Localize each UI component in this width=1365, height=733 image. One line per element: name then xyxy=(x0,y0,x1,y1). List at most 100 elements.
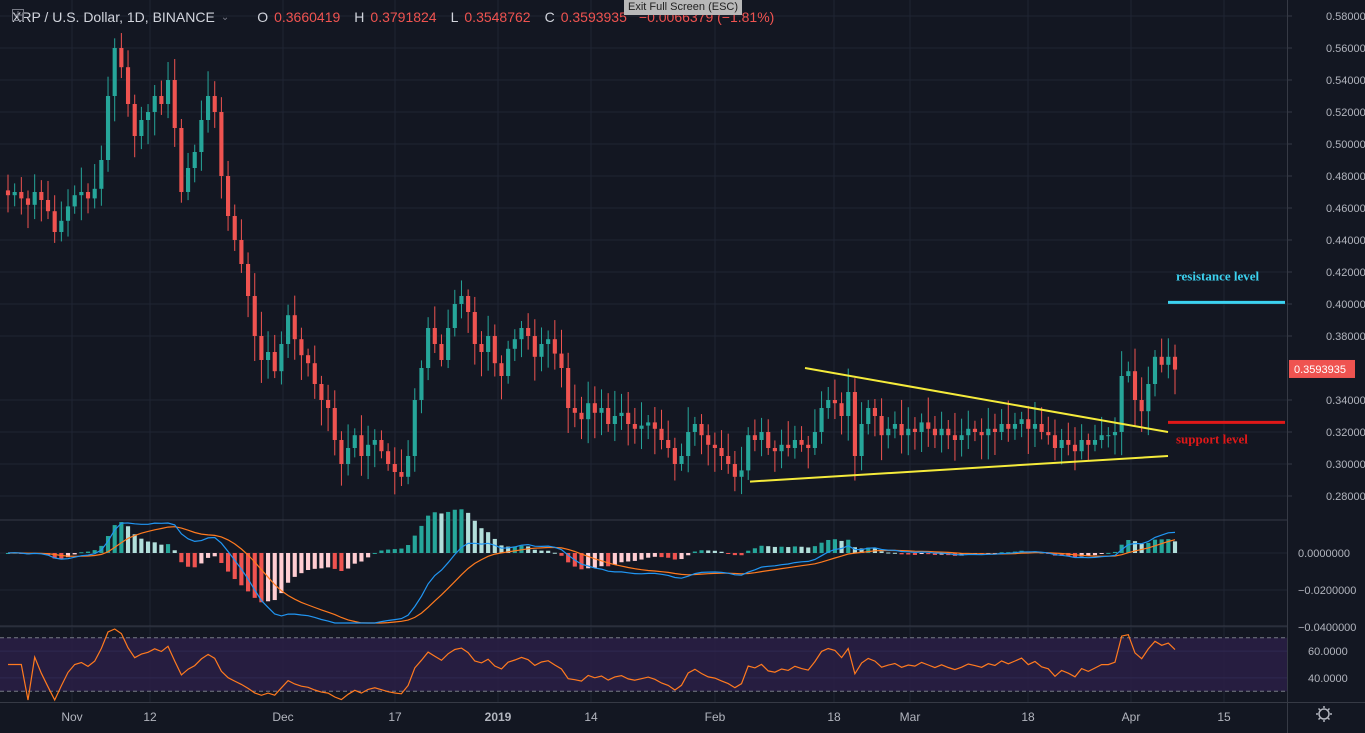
macd-hist-125 xyxy=(839,540,844,553)
macd-hist-111 xyxy=(746,550,751,553)
exit-fullscreen-tooltip: Exit Full Screen (ESC) xyxy=(624,0,742,15)
candle-body-86 xyxy=(579,412,584,420)
macd-tick-0: 0.0000000 xyxy=(1298,548,1350,560)
candle-body-100 xyxy=(672,448,677,464)
time-tick-1: 12 xyxy=(143,710,157,724)
macd-hist-89 xyxy=(599,553,604,567)
candle-body-64 xyxy=(432,328,437,344)
trendline-upper xyxy=(804,367,1169,433)
macd-hist-117 xyxy=(786,547,791,553)
candle-body-119 xyxy=(799,440,804,445)
settings-corner[interactable] xyxy=(1287,702,1365,733)
last-price-badge xyxy=(1289,359,1355,378)
price-tick-11: 0.3400000 xyxy=(1326,395,1365,407)
chart-area[interactable]: resistance level support level xyxy=(0,0,1287,732)
macd-hist-23 xyxy=(159,544,164,553)
time-axis-canvas: Nov 12 Dec 17 2019 14 Feb 18 Mar 18 Apr 15 xyxy=(61,710,1231,724)
symbol-title[interactable]: XRP / U.S. Dollar, 1D, BINANCE xyxy=(12,9,215,25)
macd-hist-96 xyxy=(646,553,651,558)
time-tick-4: 2019 xyxy=(485,710,512,724)
candle-body-151 xyxy=(1012,424,1018,429)
macd-hist-54 xyxy=(366,553,371,558)
candle-body-135 xyxy=(906,428,911,436)
candle-body-137 xyxy=(919,422,924,432)
macd-hist-167 xyxy=(1119,544,1124,553)
candle-body-71 xyxy=(479,344,484,352)
candle-body-82 xyxy=(552,339,557,354)
macd-hist-140 xyxy=(939,553,944,555)
macd-hist-61 xyxy=(412,535,417,553)
candle-body-76 xyxy=(512,339,517,349)
candle-body-167 xyxy=(1119,376,1124,432)
candle-body-145 xyxy=(972,428,978,432)
candle-body-57 xyxy=(386,451,391,464)
candle-body-160 xyxy=(1072,444,1078,452)
candle-body-109 xyxy=(732,464,737,477)
candle-body-98 xyxy=(659,428,664,440)
candle-body-133 xyxy=(892,424,897,429)
open-label: O xyxy=(257,9,269,25)
candle-body-23 xyxy=(159,96,164,104)
macd-hist-32 xyxy=(219,553,224,563)
macd-hist-173 xyxy=(1159,539,1164,553)
chevron-down-icon[interactable]: ⌄ xyxy=(220,11,230,23)
candle-body-123 xyxy=(826,400,831,408)
candle-body-60 xyxy=(406,456,411,477)
candle-body-108 xyxy=(726,456,731,464)
candle-body-157 xyxy=(1052,435,1058,448)
candle-body-138 xyxy=(926,422,931,429)
macd-hist-138 xyxy=(926,553,931,555)
price-tick-12: 0.3200000 xyxy=(1326,427,1365,439)
price-axis-canvas: 0.5800000 0.5600000 0.5400000 0.5200000 0.50… xyxy=(1288,11,1365,685)
candle-body-58 xyxy=(392,464,397,472)
time-axis[interactable]: Nov 12 Dec 17 2019 14 Feb 18 Mar 18 Apr 15 xyxy=(0,702,1287,733)
candle-body-173 xyxy=(1159,356,1164,365)
candle-body-51 xyxy=(346,448,351,464)
macd-hist-18 xyxy=(125,526,131,553)
candle-body-169 xyxy=(1132,371,1138,400)
macd-hist-104 xyxy=(699,550,704,553)
macd-hist-101 xyxy=(679,553,684,560)
macd-hist-65 xyxy=(439,513,444,553)
macd-hist-25 xyxy=(172,550,177,553)
chart-canvas[interactable]: resistance level support level xyxy=(0,0,1287,702)
low-label: L xyxy=(450,9,459,25)
candle-body-39 xyxy=(266,352,271,360)
macd-hist-41 xyxy=(279,553,284,594)
crosshair-icon[interactable] xyxy=(12,9,24,21)
candle-body-56 xyxy=(379,440,384,452)
candle-body-122 xyxy=(819,408,824,432)
candle-body-144 xyxy=(966,428,971,436)
candle-body-79 xyxy=(532,336,537,357)
candle-body-49 xyxy=(332,408,337,440)
time-tick-9: 18 xyxy=(1021,710,1035,724)
candle-body-171 xyxy=(1146,384,1151,412)
candle-body-83 xyxy=(559,353,564,368)
candle-body-165 xyxy=(1106,435,1111,437)
macd-hist-63 xyxy=(426,515,431,553)
macd-hist-78 xyxy=(526,546,531,553)
candle-body-155 xyxy=(1039,424,1044,432)
candle-body-70 xyxy=(472,312,477,344)
price-axis[interactable]: 0.5800000 0.5600000 0.5400000 0.5200000 0.50… xyxy=(1287,0,1365,702)
candle-body-30 xyxy=(205,96,211,120)
gear-icon[interactable] xyxy=(1288,703,1365,733)
candle-body-21 xyxy=(145,112,151,120)
macd-hist-68 xyxy=(459,509,464,553)
candle-body-25 xyxy=(172,80,177,128)
candle-body-45 xyxy=(306,355,311,364)
macd-hist-44 xyxy=(299,553,304,574)
macd-hist-162 xyxy=(1086,553,1091,557)
candle-body-116 xyxy=(779,444,784,452)
candle-body-68 xyxy=(459,296,464,304)
candle-body-72 xyxy=(486,336,491,352)
macd-hist-11 xyxy=(79,552,84,554)
candle-body-153 xyxy=(1026,419,1031,429)
candle-body-87 xyxy=(586,403,591,420)
macd-hist-60 xyxy=(406,545,411,553)
candle-body-162 xyxy=(1086,440,1091,445)
macd-hist-37 xyxy=(252,553,257,598)
macd-tick-2: −0.0400000 xyxy=(1298,622,1356,634)
candle-body-36 xyxy=(246,264,251,296)
candle-body-175 xyxy=(1172,356,1178,370)
